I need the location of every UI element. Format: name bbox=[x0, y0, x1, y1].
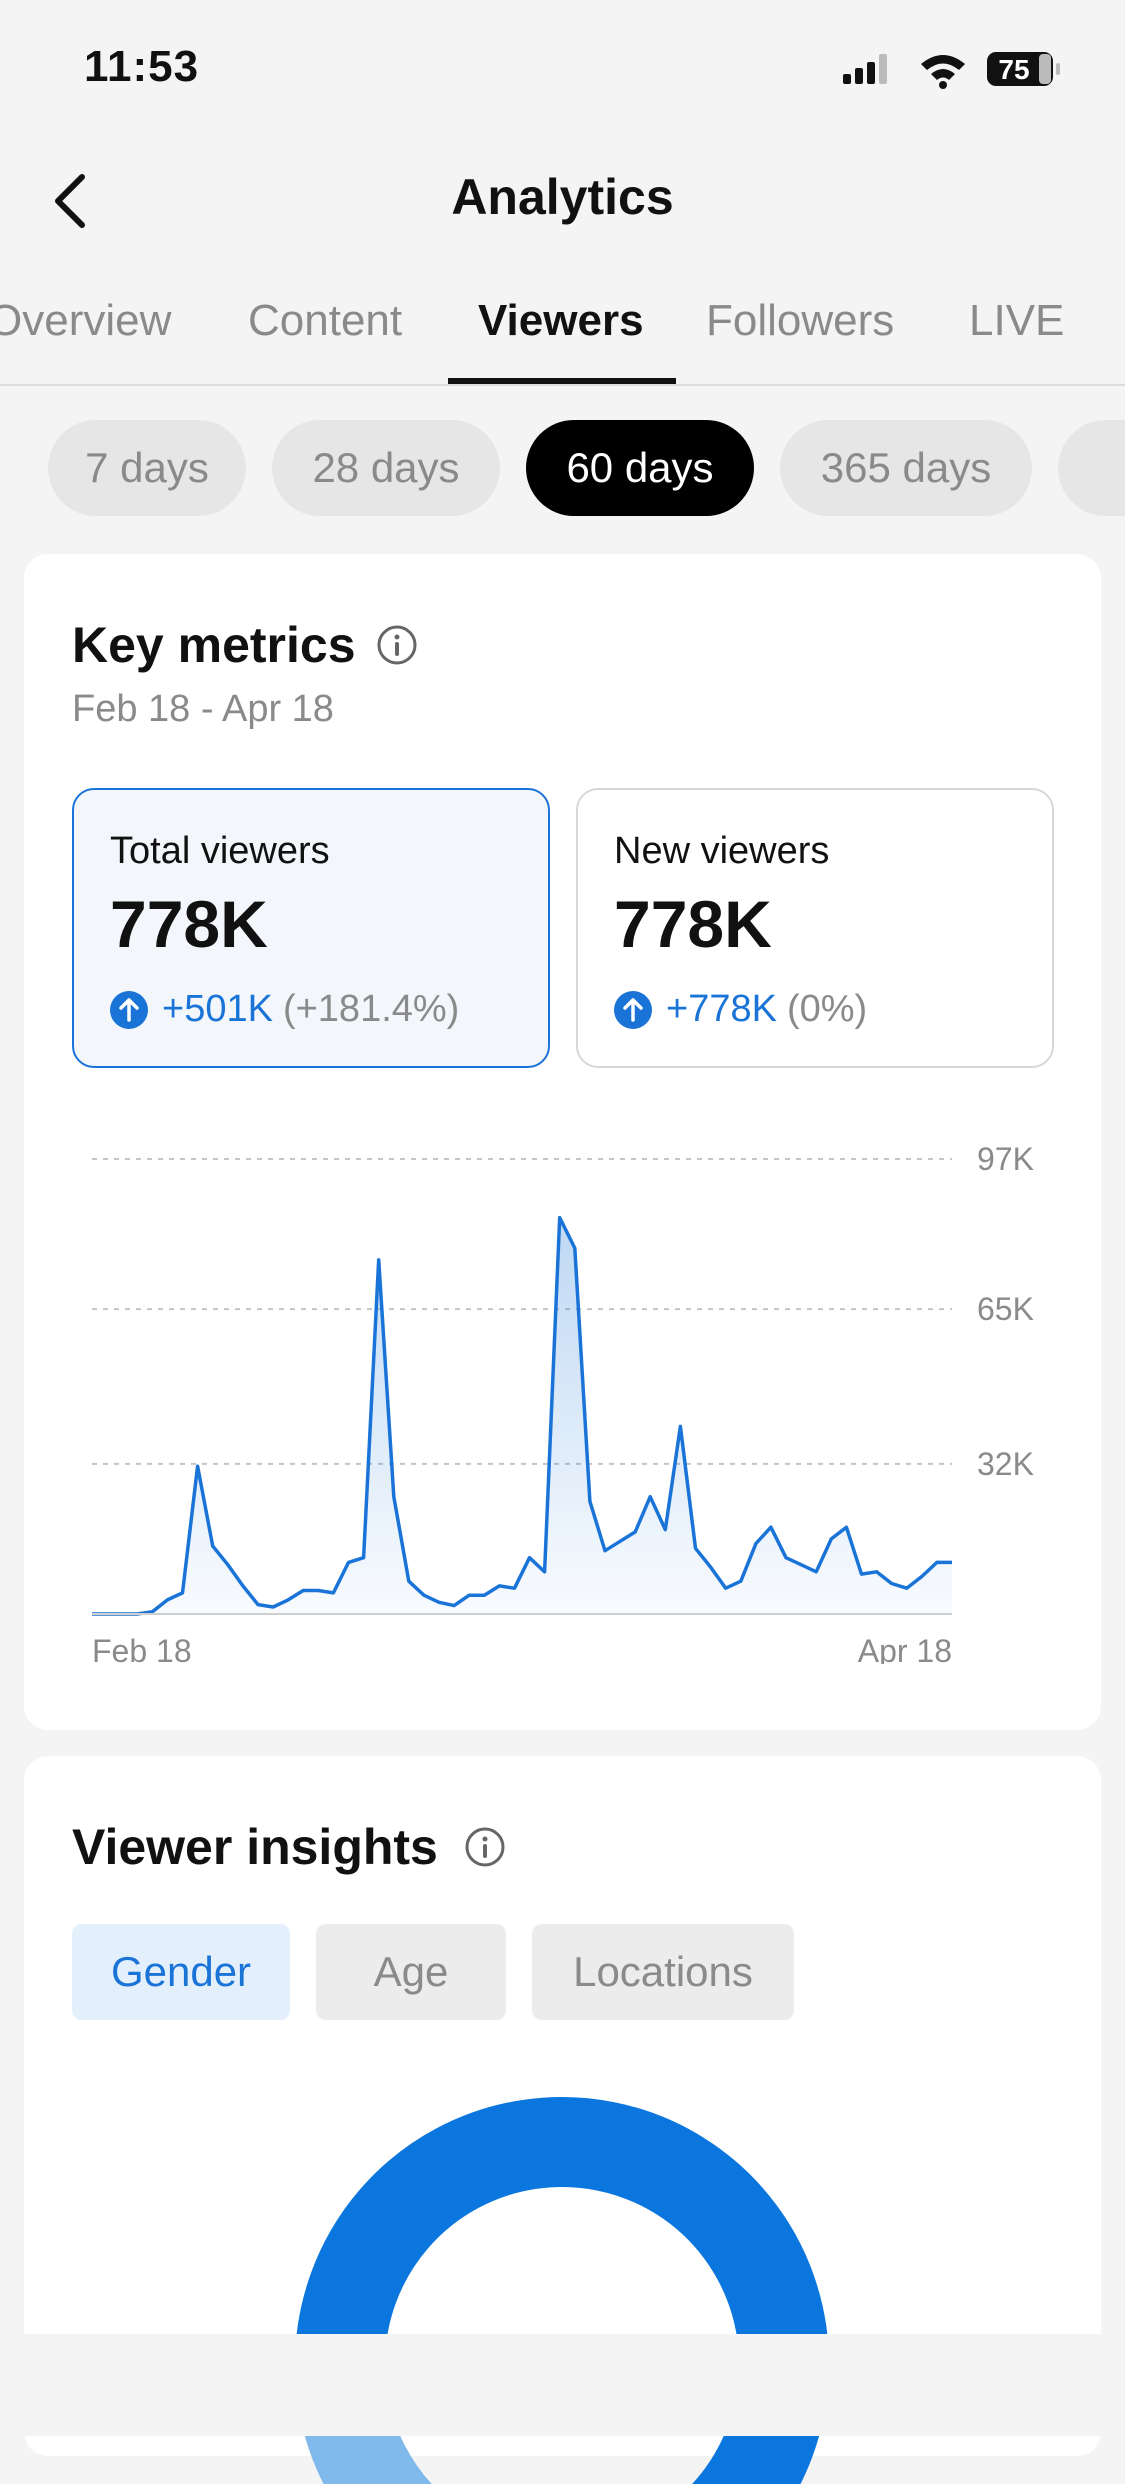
tab-followers[interactable]: Followers bbox=[706, 296, 895, 345]
total-viewers-change: +501K (+181.4%) bbox=[110, 988, 459, 1031]
chart-gridlines: 32K 65K 97K bbox=[92, 1141, 1034, 1482]
nav-header: Analytics bbox=[0, 140, 1125, 260]
x-axis-end-label: Apr 18 bbox=[858, 1633, 952, 1664]
new-viewers-change-pct: (0%) bbox=[786, 988, 868, 1030]
page-title: Analytics bbox=[451, 169, 674, 225]
info-icon[interactable] bbox=[464, 1826, 506, 1868]
new-viewers-change: +778K (0%) bbox=[614, 988, 867, 1031]
total-viewers-card[interactable]: Total viewers 778K +501K (+181.4%) bbox=[72, 788, 550, 1068]
new-viewers-value: 778K bbox=[614, 887, 772, 961]
new-viewers-card[interactable]: New viewers 778K +778K (0%) bbox=[576, 788, 1054, 1068]
segment-locations[interactable]: Locations bbox=[532, 1924, 794, 2020]
chart-series-line bbox=[92, 1215, 952, 1616]
total-viewers-value: 778K bbox=[110, 887, 268, 961]
tab-live[interactable]: LIVE bbox=[969, 296, 1065, 345]
total-viewers-change-pct: (+181.4%) bbox=[282, 988, 460, 1030]
new-viewers-change-value: +778K bbox=[666, 988, 777, 1030]
status-icons: 75 bbox=[843, 48, 1083, 89]
arrow-up-icon bbox=[614, 990, 652, 1029]
signal-icon bbox=[843, 54, 887, 84]
viewers-line-chart: 32K 65K 97K Feb 18 Apr 18 bbox=[92, 1141, 1034, 1664]
new-viewers-label: New viewers bbox=[614, 830, 830, 872]
key-metrics-title: Key metrics bbox=[72, 617, 356, 673]
range-60-days[interactable]: 60 days bbox=[526, 420, 754, 516]
battery-level: 75 bbox=[998, 54, 1029, 85]
y-tick-label: 32K bbox=[977, 1446, 1034, 1482]
date-range-selector: 7 days 28 days 60 days 365 days bbox=[0, 420, 1125, 516]
y-tick-label: 65K bbox=[977, 1291, 1034, 1327]
total-viewers-change-value: +501K bbox=[162, 988, 273, 1030]
chevron-left-icon bbox=[55, 174, 85, 228]
tab-content[interactable]: Content bbox=[248, 296, 403, 345]
tab-bar: Overview Content Viewers Followers LIVE bbox=[0, 286, 1125, 386]
key-metrics-card: Key metrics Feb 18 - Apr 18 Total viewer… bbox=[24, 554, 1101, 1730]
tab-overview[interactable]: Overview bbox=[0, 296, 172, 345]
date-range-label: Feb 18 - Apr 18 bbox=[72, 688, 334, 730]
status-time: 11:53 bbox=[84, 42, 200, 91]
info-icon[interactable] bbox=[376, 624, 418, 666]
segment-age[interactable]: Age bbox=[316, 1924, 506, 2020]
x-axis-start-label: Feb 18 bbox=[92, 1633, 192, 1664]
bottom-safe-area bbox=[0, 2334, 1125, 2436]
total-viewers-label: Total viewers bbox=[110, 830, 330, 872]
battery-icon: 75 bbox=[987, 52, 1060, 86]
range-7-days[interactable]: 7 days bbox=[48, 420, 246, 516]
active-tab-indicator bbox=[448, 378, 676, 384]
segment-gender[interactable]: Gender bbox=[72, 1924, 290, 2020]
wifi-icon bbox=[921, 55, 965, 89]
viewer-insights-title: Viewer insights bbox=[72, 1819, 438, 1875]
range-28-days[interactable]: 28 days bbox=[272, 420, 500, 516]
range-365-days[interactable]: 365 days bbox=[780, 420, 1032, 516]
back-button[interactable] bbox=[40, 168, 100, 234]
tab-viewers[interactable]: Viewers bbox=[478, 296, 644, 345]
status-bar: 11:53 75 bbox=[0, 0, 1125, 140]
y-tick-label: 97K bbox=[977, 1141, 1034, 1177]
arrow-up-icon bbox=[110, 990, 148, 1029]
range-more[interactable] bbox=[1058, 420, 1125, 516]
